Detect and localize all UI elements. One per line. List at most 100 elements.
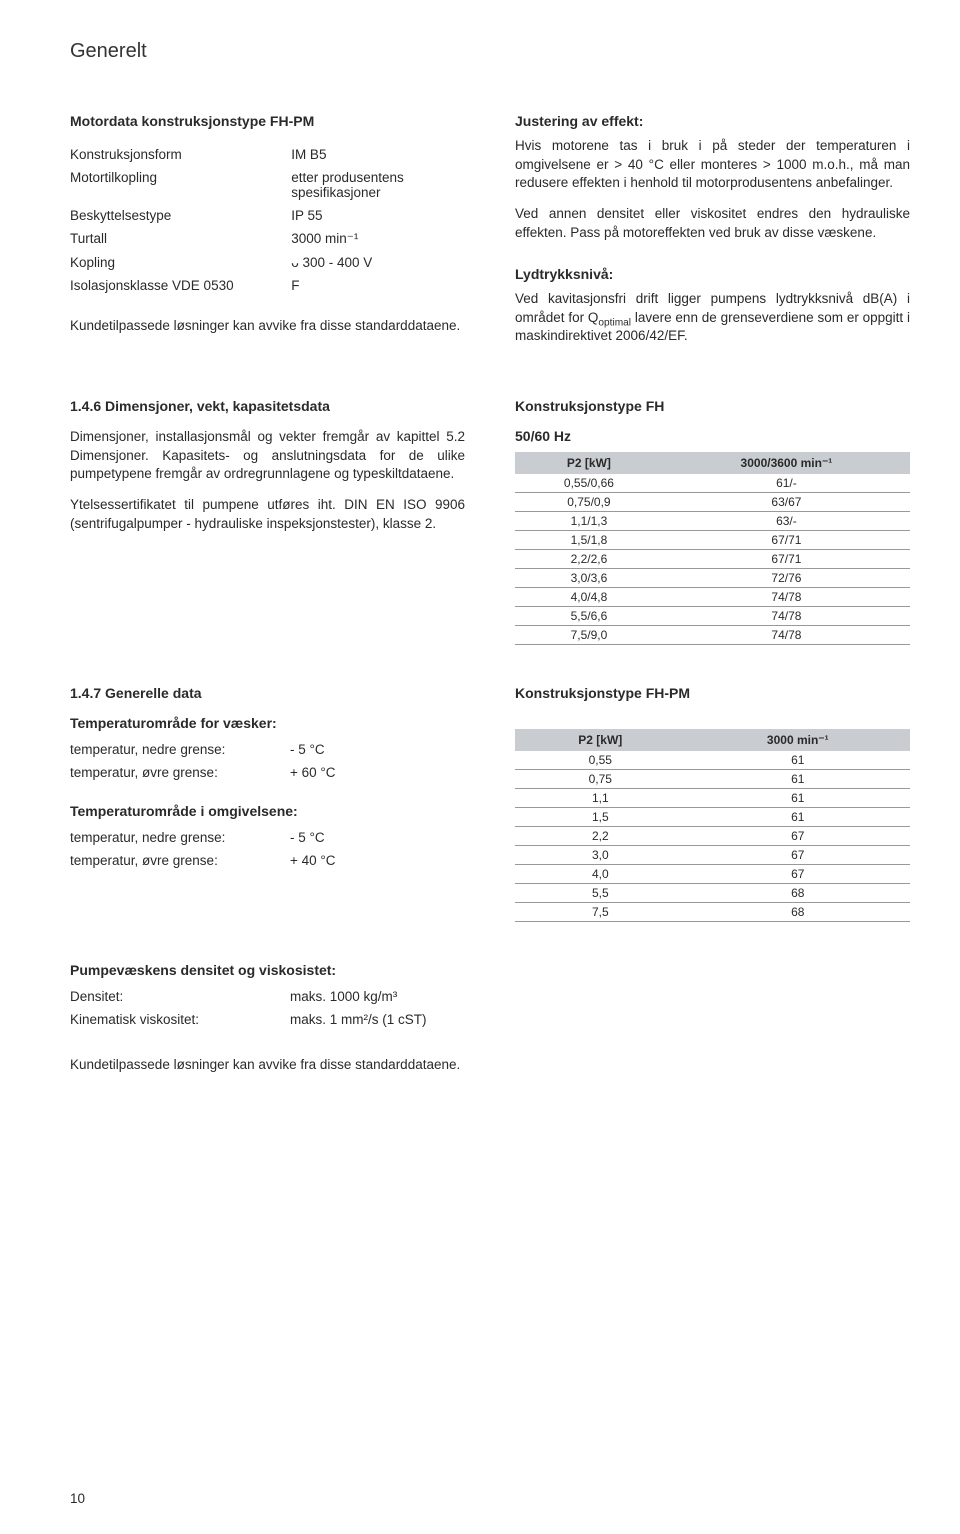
spec-label: Turtall (70, 227, 291, 251)
fhpm-block: Konstruksjonstype FH-PM P2 [kW]3000 min⁻… (515, 685, 910, 922)
fhpm-cell: 1,1 (515, 789, 686, 808)
fhpm-cell: 61 (686, 770, 910, 789)
fh-heading: Konstruksjonstype FH (515, 398, 910, 414)
fh-cell: 0,55/0,66 (515, 474, 663, 493)
dens-value: maks. 1000 kg/m³ (290, 986, 397, 1009)
temp-value: - 5 °C (290, 827, 325, 850)
lyd-heading: Lydtrykksnivå: (515, 266, 910, 282)
temp-fluid-list: temperatur, nedre grense:- 5 °C temperat… (70, 739, 465, 785)
fh-cell: 63/- (663, 512, 910, 531)
spec-value: F (291, 274, 465, 297)
gen-heading: 1.4.7 Generelle data (70, 685, 465, 701)
fhpm-table: P2 [kW]3000 min⁻¹ 0,5561 0,7561 1,161 1,… (515, 729, 910, 922)
fhpm-cell: 2,2 (515, 827, 686, 846)
dens-label: Densitet: (70, 986, 290, 1009)
fhpm-cell: 61 (686, 751, 910, 770)
spec-value: etter produsentens spesifikasjoner (291, 166, 465, 204)
fhpm-cell: 0,75 (515, 770, 686, 789)
motordata-table: KonstruksjonsformIM B5 Motortilkoplinget… (70, 143, 465, 297)
temp-label: temperatur, nedre grense: (70, 739, 290, 762)
fh-cell: 63/67 (663, 493, 910, 512)
fh-cell: 7,5/9,0 (515, 626, 663, 645)
fh-cell: 74/78 (663, 607, 910, 626)
fhpm-heading: Konstruksjonstype FH-PM (515, 685, 910, 701)
gen-block: 1.4.7 Generelle data Temperaturområde fo… (70, 685, 465, 922)
dens-list: Densitet:maks. 1000 kg/m³ Kinematisk vis… (70, 986, 473, 1032)
dim-block: 1.4.6 Dimensjoner, vekt, kapasitetsdata … (70, 398, 465, 645)
justering-block: Justering av effekt: Hvis motorene tas i… (515, 113, 910, 358)
temp-label: temperatur, øvre grense: (70, 850, 290, 873)
fhpm-cell: 4,0 (515, 865, 686, 884)
fhpm-cell: 3,0 (515, 846, 686, 865)
spec-value: IP 55 (291, 204, 465, 227)
dens-heading: Pumpevæskens densitet og viskosistet: (70, 962, 473, 978)
fh-cell: 74/78 (663, 588, 910, 607)
justering-heading: Justering av effekt: (515, 113, 910, 129)
fhpm-cell: 67 (686, 827, 910, 846)
fh-cell: 4,0/4,8 (515, 588, 663, 607)
row-motordata-justering: Motordata konstruksjonstype FH-PM Konstr… (70, 113, 910, 358)
spec-value: ᴗ 300 - 400 V (291, 251, 465, 274)
temp-fluid-heading: Temperaturområde for væsker: (70, 715, 465, 731)
spec-value: IM B5 (291, 143, 465, 166)
fhpm-cell: 68 (686, 903, 910, 922)
temp-value: - 5 °C (290, 739, 325, 762)
fhpm-th2: 3000 min⁻¹ (686, 729, 910, 751)
spec-label: Konstruksjonsform (70, 143, 291, 166)
page-number: 10 (70, 1491, 85, 1506)
fh-cell: 3,0/3,6 (515, 569, 663, 588)
spec-label: Motortilkopling (70, 166, 291, 204)
fh-cell: 1,5/1,8 (515, 531, 663, 550)
dens-footer: Kundetilpassede løsninger kan avvike fra… (70, 1056, 473, 1075)
row-gen-fhpm: 1.4.7 Generelle data Temperaturområde fo… (70, 685, 910, 922)
temp-label: temperatur, øvre grense: (70, 762, 290, 785)
fhpm-th1: P2 [kW] (515, 729, 686, 751)
lyd-p1: Ved kavitasjonsfri drift ligger pumpens … (515, 290, 910, 346)
fhpm-cell: 68 (686, 884, 910, 903)
dens-block: Pumpevæskens densitet og viskosistet: De… (70, 962, 473, 1075)
fh-cell: 61/- (663, 474, 910, 493)
fh-cell: 67/71 (663, 550, 910, 569)
fhpm-cell: 5,5 (515, 884, 686, 903)
fhpm-cell: 67 (686, 846, 910, 865)
spec-label: Beskyttelsestype (70, 204, 291, 227)
dim-p1: Dimensjoner, installasjonsmål og vekter … (70, 428, 465, 484)
fh-block: Konstruksjonstype FH 50/60 Hz P2 [kW]300… (515, 398, 910, 645)
temp-value: + 60 °C (290, 762, 336, 785)
fh-cell: 72/76 (663, 569, 910, 588)
fh-th1: P2 [kW] (515, 452, 663, 474)
dens-label: Kinematisk viskositet: (70, 1009, 290, 1032)
temp-amb-heading: Temperaturområde i omgivelsene: (70, 803, 465, 819)
spec-label: Kopling (70, 251, 291, 274)
motordata-footer: Kundetilpassede løsninger kan avvike fra… (70, 317, 465, 336)
fhpm-cell: 7,5 (515, 903, 686, 922)
fh-cell: 2,2/2,6 (515, 550, 663, 569)
dens-value: maks. 1 mm²/s (1 cST) (290, 1009, 427, 1032)
fh-th2: 3000/3600 min⁻¹ (663, 452, 910, 474)
fh-table: P2 [kW]3000/3600 min⁻¹ 0,55/0,6661/- 0,7… (515, 452, 910, 645)
spec-label: Isolasjonsklasse VDE 0530 (70, 274, 291, 297)
row-dim-fh: 1.4.6 Dimensjoner, vekt, kapasitetsdata … (70, 398, 910, 645)
fh-cell: 0,75/0,9 (515, 493, 663, 512)
fh-sub: 50/60 Hz (515, 428, 910, 444)
justering-p2: Ved annen densitet eller viskositet endr… (515, 205, 910, 242)
temp-value: + 40 °C (290, 850, 336, 873)
fhpm-cell: 61 (686, 808, 910, 827)
fhpm-cell: 0,55 (515, 751, 686, 770)
fh-cell: 5,5/6,6 (515, 607, 663, 626)
spec-value: 3000 min⁻¹ (291, 227, 465, 251)
fhpm-cell: 1,5 (515, 808, 686, 827)
motordata-heading: Motordata konstruksjonstype FH-PM (70, 113, 465, 129)
justering-p1: Hvis motorene tas i bruk i på steder der… (515, 137, 910, 193)
motordata-block: Motordata konstruksjonstype FH-PM Konstr… (70, 113, 465, 358)
fh-cell: 1,1/1,3 (515, 512, 663, 531)
page-title: Generelt (70, 40, 910, 63)
temp-label: temperatur, nedre grense: (70, 827, 290, 850)
fh-cell: 74/78 (663, 626, 910, 645)
temp-amb-list: temperatur, nedre grense:- 5 °C temperat… (70, 827, 465, 873)
dim-p2: Ytelsessertifikatet til pumpene utføres … (70, 496, 465, 533)
fhpm-cell: 67 (686, 865, 910, 884)
fh-cell: 67/71 (663, 531, 910, 550)
fhpm-cell: 61 (686, 789, 910, 808)
dim-heading: 1.4.6 Dimensjoner, vekt, kapasitetsdata (70, 398, 465, 414)
